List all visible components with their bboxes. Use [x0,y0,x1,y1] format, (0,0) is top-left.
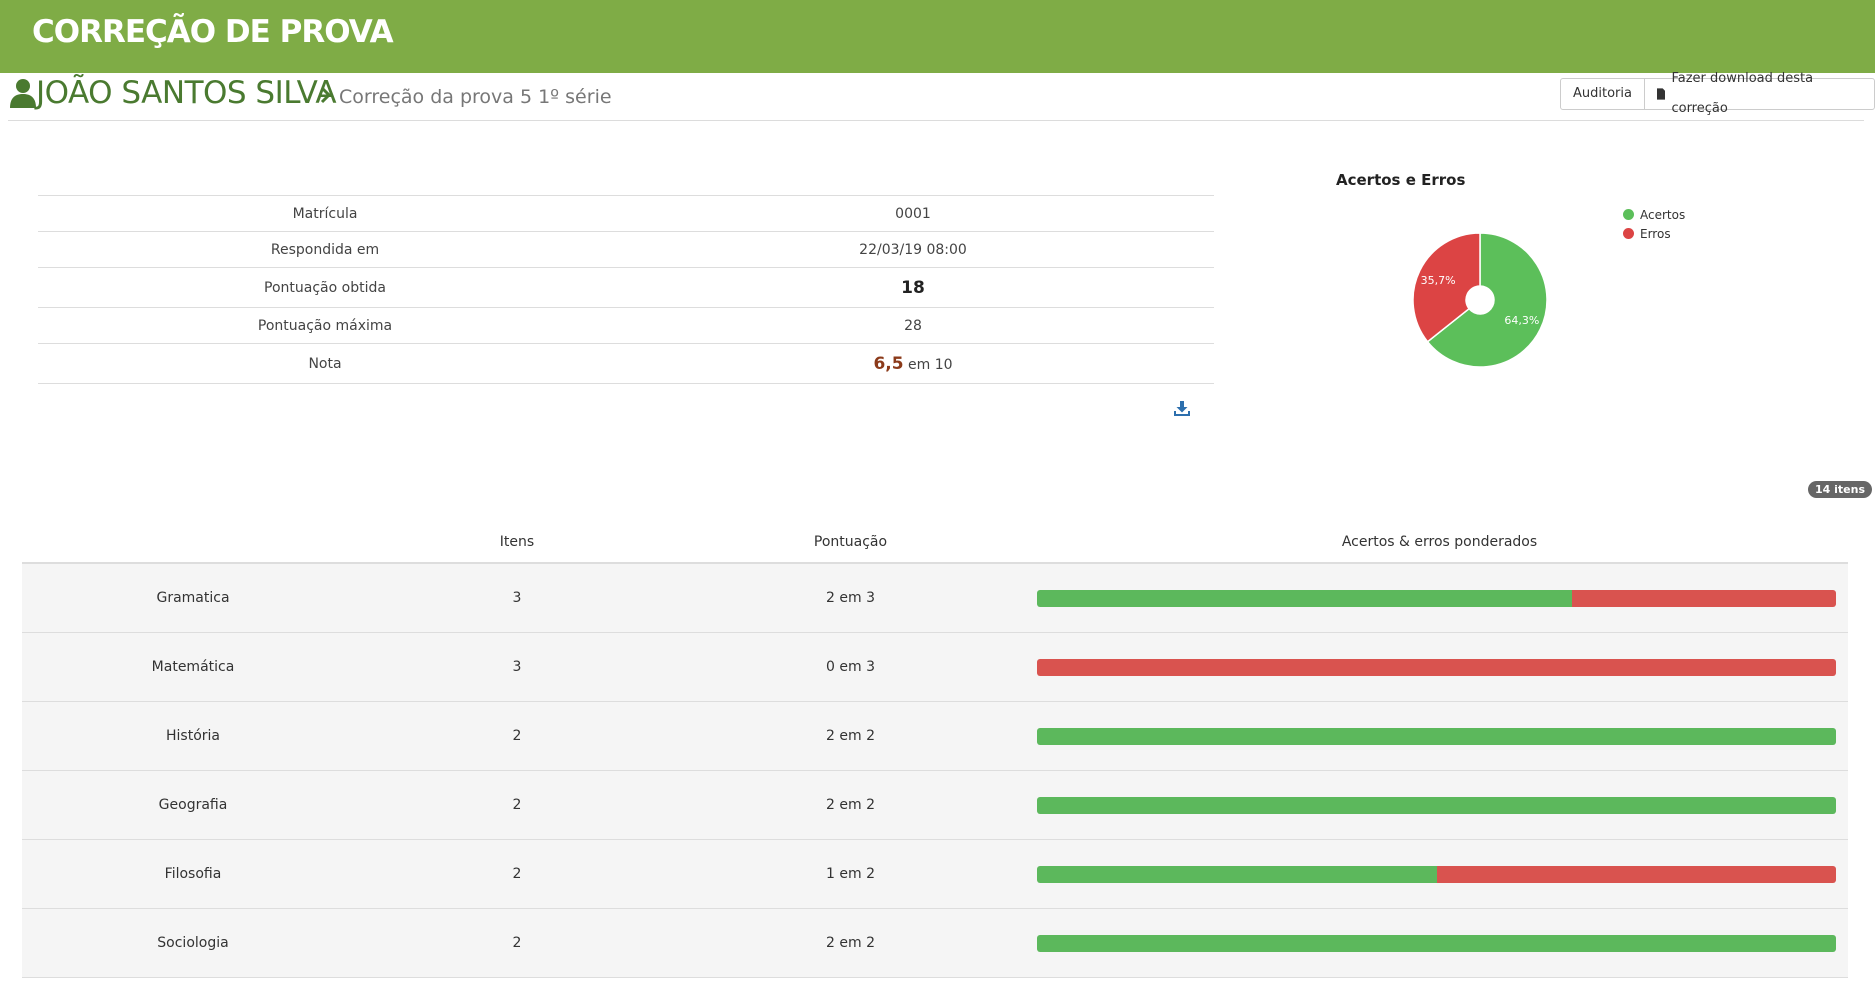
subject-items: 3 [364,632,670,702]
info-row: Pontuação máxima 28 [38,307,1214,344]
subject-items: 3 [364,563,670,633]
table-header-row: Itens Pontuação Acertos & erros ponderad… [22,522,1848,564]
download-correction-button[interactable]: Fazer download desta correção [1643,71,1874,116]
weighted-bar [1037,589,1836,607]
bar-correct-segment [1037,865,1437,883]
subject-score: 0 em 3 [670,632,1031,702]
page-title: CORREÇÃO DE PROVA [32,14,394,50]
legend-item-acertos[interactable]: Acertos [1623,205,1685,224]
info-label: Respondida em [270,241,380,258]
pie-slice-acertos[interactable] [1426,232,1548,368]
chart-legend: Acertos Erros [1623,205,1685,243]
grade-value: 6,5 [873,353,904,374]
subjects-table: Itens Pontuação Acertos & erros ponderad… [22,522,1848,978]
info-value: 0001 [895,205,931,222]
weighted-bar-cell [1031,770,1848,840]
legend-item-erros[interactable]: Erros [1623,224,1685,243]
student-name: JOÃO SANTOS SILVA [36,75,337,111]
weighted-bar [1037,796,1836,814]
subject-items: 2 [364,908,670,978]
download-correction-label: Fazer download desta correção [1671,71,1814,116]
weighted-bar-cell [1031,908,1848,978]
subject-items: 2 [364,701,670,771]
table-row: Sociologia 2 2 em 2 [22,908,1848,978]
col-header-weighted: Acertos & erros ponderados [1031,522,1848,564]
legend-marker [1623,228,1634,239]
subject-name: Geografia [22,770,364,840]
header-actions: Auditoria Fazer download desta correção [1560,71,1875,116]
info-row: Pontuação obtida 18 [38,267,1214,308]
bar-error-segment [1037,658,1836,676]
info-row: Respondida em 22/03/19 08:00 [38,231,1214,268]
table-row: Matemática 3 0 em 3 [22,632,1848,702]
info-label: Matrícula [292,205,358,222]
bar-correct-segment [1037,934,1836,952]
page-banner: CORREÇÃO DE PROVA [0,0,1875,73]
info-value: 28 [904,317,922,334]
header-divider [8,120,1864,121]
bar-correct-segment [1037,589,1573,607]
score-obtained: 18 [901,277,925,298]
info-label: Nota [308,355,342,372]
info-label: Pontuação máxima [257,317,393,334]
legend-marker [1623,209,1634,220]
subject-name: Gramatica [22,563,364,633]
table-row: Filosofia 2 1 em 2 [22,839,1848,909]
subject-name: Matemática [22,632,364,702]
weighted-bar-cell [1031,632,1848,702]
bar-correct-segment [1037,727,1836,745]
weighted-bar [1037,865,1836,883]
subject-name: Sociologia [22,908,364,978]
info-value: 22/03/19 08:00 [859,241,967,258]
pie-chart-svg: 64,3% 35,7% [1412,232,1548,368]
exam-info-table: Matrícula 0001 Respondida em 22/03/19 08… [38,195,1214,384]
subject-items: 2 [364,839,670,909]
pie-data-label: 64,3% [1504,314,1539,327]
grade-suffix: em 10 [908,356,953,373]
breadcrumb: Correção da prova 5 1º série [339,86,612,108]
bar-error-segment [1572,589,1836,607]
weighted-bar-cell [1031,839,1848,909]
legend-label: Acertos [1640,207,1686,222]
info-value: 6,5 em 10 [612,344,1214,384]
subject-score: 1 em 2 [670,839,1031,909]
col-header-subject [22,522,364,564]
document-icon [1656,88,1666,100]
col-header-score: Pontuação [670,522,1031,564]
pie-chart: Acertos e Erros 64,3% 35,7% Acertos Erros [1330,165,1750,385]
pie-data-label: 35,7% [1421,274,1456,287]
pie-slice-erros[interactable] [1412,232,1481,343]
subject-score: 2 em 2 [670,701,1031,771]
bar-correct-segment [1037,796,1836,814]
subject-score: 2 em 2 [670,908,1031,978]
items-count-badge: 14 itens [1808,481,1873,498]
weighted-bar-cell [1031,701,1848,771]
audit-button-label: Auditoria [1573,86,1632,101]
user-icon [10,79,36,108]
subject-score: 2 em 3 [670,563,1031,633]
col-header-items: Itens [364,522,670,564]
chevron-right-icon [320,86,332,104]
subject-score: 2 em 2 [670,770,1031,840]
subject-items: 2 [364,770,670,840]
info-row: Matrícula 0001 [38,195,1214,232]
table-row: História 2 2 em 2 [22,701,1848,771]
bar-error-segment [1436,865,1836,883]
table-row: Gramatica 3 2 em 3 [22,563,1848,633]
legend-label: Erros [1640,226,1671,241]
info-row: Nota 6,5 em 10 [38,343,1214,384]
weighted-bar [1037,658,1836,676]
audit-button[interactable]: Auditoria [1561,79,1644,109]
subject-name: Filosofia [22,839,364,909]
weighted-bar-cell [1031,563,1848,633]
info-value: 18 [612,268,1214,308]
download-icon[interactable] [1174,400,1190,416]
chart-title: Acertos e Erros [1336,171,1466,189]
info-label: Pontuação obtida [264,279,386,296]
table-row: Geografia 2 2 em 2 [22,770,1848,840]
weighted-bar [1037,727,1836,745]
subject-name: História [22,701,364,771]
weighted-bar [1037,934,1836,952]
